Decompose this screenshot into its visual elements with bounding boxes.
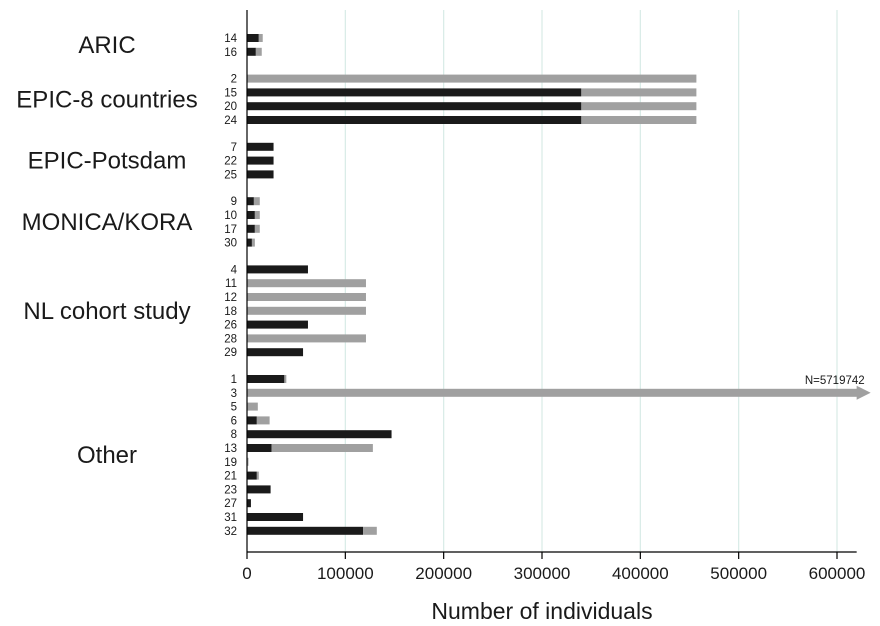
row-label: 16 <box>224 47 237 59</box>
row-label: 17 <box>224 224 237 236</box>
row-label: 11 <box>225 278 237 290</box>
bar-light <box>256 416 270 425</box>
group-label: EPIC-8 countries <box>16 86 197 113</box>
x-tick-label: 100000 <box>317 564 374 583</box>
row-label: 5 <box>231 402 237 414</box>
bar-light <box>254 224 260 233</box>
bar-dark <box>247 47 256 56</box>
row-label: 28 <box>224 333 237 345</box>
row-label: 24 <box>224 115 237 127</box>
row-label: 2 <box>231 74 237 86</box>
row-label: 8 <box>231 429 237 441</box>
row-label: 20 <box>224 101 237 113</box>
row-label: 22 <box>224 156 237 168</box>
x-tick-label: 400000 <box>612 564 669 583</box>
row-label: 26 <box>224 320 237 332</box>
bar-light <box>581 116 697 124</box>
group-label: Other <box>77 442 137 469</box>
truncation-arrow <box>856 385 871 400</box>
bar-dark <box>247 142 274 151</box>
x-tick-label: 600000 <box>809 564 866 583</box>
gridlines <box>344 10 838 552</box>
bar-light <box>247 388 859 397</box>
bar-annotation: N=5719742 <box>805 375 865 387</box>
bar-dark <box>247 116 582 124</box>
row-label: 4 <box>231 264 238 276</box>
bar-dark <box>247 265 308 274</box>
group-label: ARIC <box>78 32 135 59</box>
bar-dark <box>247 499 251 508</box>
row-label: 32 <box>224 526 237 538</box>
bar-dark <box>247 170 274 179</box>
bar-light <box>247 293 366 301</box>
bar-dark <box>247 88 582 97</box>
bar-dark <box>247 224 255 233</box>
row-label: 15 <box>224 87 237 99</box>
row-label: 27 <box>224 498 237 510</box>
bar-light <box>271 444 373 452</box>
bar-dark <box>247 375 285 383</box>
row-label: 10 <box>224 210 237 222</box>
bar-dark <box>247 34 259 42</box>
bar-light <box>251 238 255 247</box>
bar-light <box>253 197 260 206</box>
row-label: 1 <box>231 374 237 386</box>
bar-dark <box>247 102 582 111</box>
bar-light <box>581 88 697 97</box>
bar-light <box>581 102 697 111</box>
bar-dark <box>247 156 274 165</box>
group-label: NL cohort study <box>23 298 190 325</box>
bar-light <box>247 74 697 83</box>
bar-light <box>247 402 258 411</box>
bar-light <box>247 457 249 466</box>
bar-dark <box>247 348 304 357</box>
row-label: 6 <box>231 415 237 427</box>
bar-dark <box>247 416 257 425</box>
row-label: 3 <box>231 388 237 400</box>
bar-dark <box>247 320 308 329</box>
bar-dark <box>247 430 392 439</box>
x-axis-title: Number of individuals <box>431 598 652 624</box>
bar-light <box>254 211 260 219</box>
bar-light <box>247 334 366 343</box>
x-axis: 0 100000 200000 300000 400000 500000 600000 <box>242 10 865 583</box>
bar-dark <box>247 444 272 452</box>
bar-light <box>255 47 262 56</box>
bar-light <box>363 526 377 535</box>
x-tick-label: 200000 <box>415 564 472 583</box>
bar-dark <box>247 238 252 247</box>
row-label: 30 <box>224 238 237 250</box>
bar-dark <box>247 526 364 535</box>
x-tick-label: 500000 <box>710 564 767 583</box>
x-tick-label: 0 <box>242 564 251 583</box>
bar-light <box>284 375 287 383</box>
row-label: 29 <box>224 347 237 359</box>
bar-light <box>247 279 366 288</box>
row-label: 31 <box>224 512 237 524</box>
bar-dark <box>247 471 257 480</box>
row-label: 13 <box>224 443 237 455</box>
row-label: 23 <box>224 484 237 496</box>
bar-light <box>258 34 263 42</box>
bar-light <box>256 471 259 480</box>
group-label: MONICA/KORA <box>22 209 193 236</box>
bar-dark <box>247 513 304 521</box>
row-label: 21 <box>224 471 237 483</box>
bar-dark <box>247 197 254 206</box>
bar-dark <box>247 211 255 219</box>
bars <box>247 34 871 535</box>
row-label: 12 <box>224 292 237 304</box>
row-label: 18 <box>224 306 237 318</box>
row-label: 7 <box>231 142 237 154</box>
x-tick-label: 300000 <box>514 564 571 583</box>
row-label: 19 <box>224 457 237 469</box>
row-label: 14 <box>224 33 237 45</box>
bar-light <box>247 306 366 315</box>
row-label: 9 <box>231 196 237 208</box>
group-label: EPIC-Potsdam <box>28 148 187 175</box>
row-label: 25 <box>224 169 237 181</box>
bar-dark <box>247 485 271 494</box>
